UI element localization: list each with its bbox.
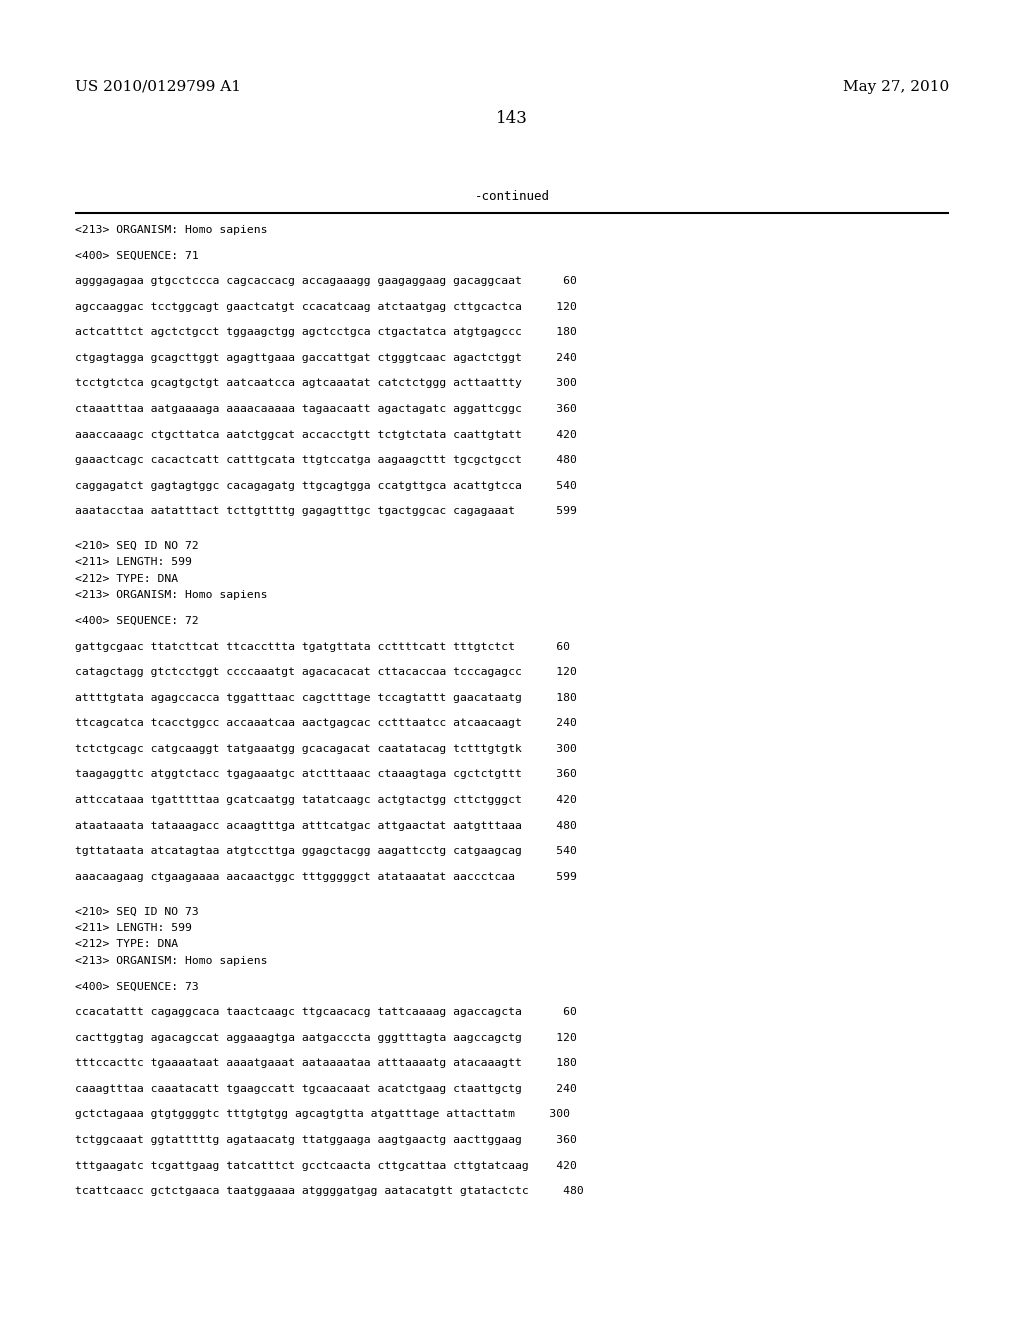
Text: <400> SEQUENCE: 71: <400> SEQUENCE: 71 bbox=[75, 251, 199, 260]
Text: tcctgtctca gcagtgctgt aatcaatcca agtcaaatat catctctggg acttaattty     300: tcctgtctca gcagtgctgt aatcaatcca agtcaaa… bbox=[75, 379, 577, 388]
Text: catagctagg gtctcctggt ccccaaatgt agacacacat cttacaccaa tcccagagcc     120: catagctagg gtctcctggt ccccaaatgt agacaca… bbox=[75, 667, 577, 677]
Text: <213> ORGANISM: Homo sapiens: <213> ORGANISM: Homo sapiens bbox=[75, 590, 267, 601]
Text: ctgagtagga gcagcttggt agagttgaaa gaccattgat ctgggtcaac agactctggt     240: ctgagtagga gcagcttggt agagttgaaa gaccatt… bbox=[75, 352, 577, 363]
Text: <400> SEQUENCE: 72: <400> SEQUENCE: 72 bbox=[75, 616, 199, 626]
Text: <213> ORGANISM: Homo sapiens: <213> ORGANISM: Homo sapiens bbox=[75, 956, 267, 966]
Text: aaaccaaagc ctgcttatca aatctggcat accacctgtt tctgtctata caattgtatt     420: aaaccaaagc ctgcttatca aatctggcat accacct… bbox=[75, 429, 577, 440]
Text: <210> SEQ ID NO 72: <210> SEQ ID NO 72 bbox=[75, 541, 199, 550]
Text: aaatacctaa aatatttact tcttgttttg gagagtttgc tgactggcac cagagaaat      599: aaatacctaa aatatttact tcttgttttg gagagtt… bbox=[75, 507, 577, 516]
Text: US 2010/0129799 A1: US 2010/0129799 A1 bbox=[75, 81, 241, 94]
Text: tttgaagatc tcgattgaag tatcatttct gcctcaacta cttgcattaa cttgtatcaag    420: tttgaagatc tcgattgaag tatcatttct gcctcaa… bbox=[75, 1160, 577, 1171]
Text: May 27, 2010: May 27, 2010 bbox=[843, 81, 949, 94]
Text: gaaactcagc cacactcatt catttgcata ttgtccatga aagaagcttt tgcgctgcct     480: gaaactcagc cacactcatt catttgcata ttgtcca… bbox=[75, 455, 577, 465]
Text: taagaggttc atggtctacc tgagaaatgc atctttaaac ctaaagtaga cgctctgttt     360: taagaggttc atggtctacc tgagaaatgc atcttta… bbox=[75, 770, 577, 780]
Text: <210> SEQ ID NO 73: <210> SEQ ID NO 73 bbox=[75, 907, 199, 916]
Text: tctggcaaat ggtatttttg agataacatg ttatggaaga aagtgaactg aacttggaag     360: tctggcaaat ggtatttttg agataacatg ttatgga… bbox=[75, 1135, 577, 1144]
Text: tcattcaacc gctctgaaca taatggaaaa atggggatgag aatacatgtt gtatactctc     480: tcattcaacc gctctgaaca taatggaaaa atgggga… bbox=[75, 1187, 584, 1196]
Text: ccacatattt cagaggcaca taactcaagc ttgcaacacg tattcaaaag agaccagcta      60: ccacatattt cagaggcaca taactcaagc ttgcaac… bbox=[75, 1007, 577, 1018]
Text: actcatttct agctctgcct tggaagctgg agctcctgca ctgactatca atgtgagccc     180: actcatttct agctctgcct tggaagctgg agctcct… bbox=[75, 327, 577, 338]
Text: <212> TYPE: DNA: <212> TYPE: DNA bbox=[75, 574, 178, 583]
Text: <212> TYPE: DNA: <212> TYPE: DNA bbox=[75, 940, 178, 949]
Text: <213> ORGANISM: Homo sapiens: <213> ORGANISM: Homo sapiens bbox=[75, 224, 267, 235]
Text: caaagtttaa caaatacatt tgaagccatt tgcaacaaat acatctgaag ctaattgctg     240: caaagtttaa caaatacatt tgaagccatt tgcaaca… bbox=[75, 1084, 577, 1094]
Text: <400> SEQUENCE: 73: <400> SEQUENCE: 73 bbox=[75, 982, 199, 991]
Text: ttcagcatca tcacctggcc accaaatcaa aactgagcac cctttaatcc atcaacaagt     240: ttcagcatca tcacctggcc accaaatcaa aactgag… bbox=[75, 718, 577, 729]
Text: attccataaa tgatttttaa gcatcaatgg tatatcaagc actgtactgg cttctgggct     420: attccataaa tgatttttaa gcatcaatgg tatatca… bbox=[75, 795, 577, 805]
Text: ctaaatttaa aatgaaaaga aaaacaaaaa tagaacaatt agactagatc aggattcggc     360: ctaaatttaa aatgaaaaga aaaacaaaaa tagaaca… bbox=[75, 404, 577, 414]
Text: tctctgcagc catgcaaggt tatgaaatgg gcacagacat caatatacag tctttgtgtk     300: tctctgcagc catgcaaggt tatgaaatgg gcacaga… bbox=[75, 744, 577, 754]
Text: aaacaagaag ctgaagaaaa aacaactggc tttgggggct atataaatat aaccctcaa      599: aaacaagaag ctgaagaaaa aacaactggc tttgggg… bbox=[75, 871, 577, 882]
Text: tttccacttc tgaaaataat aaaatgaaat aataaaataa atttaaaatg atacaaagtt     180: tttccacttc tgaaaataat aaaatgaaat aataaaa… bbox=[75, 1059, 577, 1068]
Text: <211> LENGTH: 599: <211> LENGTH: 599 bbox=[75, 923, 191, 933]
Text: <211> LENGTH: 599: <211> LENGTH: 599 bbox=[75, 557, 191, 568]
Text: -continued: -continued bbox=[474, 190, 550, 203]
Text: caggagatct gagtagtggc cacagagatg ttgcagtgga ccatgttgca acattgtcca     540: caggagatct gagtagtggc cacagagatg ttgcagt… bbox=[75, 480, 577, 491]
Text: agccaaggac tcctggcagt gaactcatgt ccacatcaag atctaatgag cttgcactca     120: agccaaggac tcctggcagt gaactcatgt ccacatc… bbox=[75, 302, 577, 312]
Text: gctctagaaa gtgtggggtc tttgtgtgg agcagtgtta atgatttage attacttatm     300: gctctagaaa gtgtggggtc tttgtgtgg agcagtgt… bbox=[75, 1109, 570, 1119]
Text: 143: 143 bbox=[496, 110, 528, 127]
Text: ataataaata tataaagacc acaagtttga atttcatgac attgaactat aatgtttaaa     480: ataataaata tataaagacc acaagtttga atttcat… bbox=[75, 821, 577, 830]
Text: gattgcgaac ttatcttcat ttcaccttta tgatgttata ccttttcatt tttgtctct      60: gattgcgaac ttatcttcat ttcaccttta tgatgtt… bbox=[75, 642, 570, 652]
Text: tgttataata atcatagtaa atgtccttga ggagctacgg aagattcctg catgaagcag     540: tgttataata atcatagtaa atgtccttga ggagcta… bbox=[75, 846, 577, 857]
Text: cacttggtag agacagccat aggaaagtga aatgacccta gggtttagta aagccagctg     120: cacttggtag agacagccat aggaaagtga aatgacc… bbox=[75, 1032, 577, 1043]
Text: attttgtata agagccacca tggatttaac cagctttage tccagtattt gaacataatg     180: attttgtata agagccacca tggatttaac cagcttt… bbox=[75, 693, 577, 702]
Text: agggagagaa gtgcctccca cagcaccacg accagaaagg gaagaggaag gacaggcaat      60: agggagagaa gtgcctccca cagcaccacg accagaa… bbox=[75, 276, 577, 286]
